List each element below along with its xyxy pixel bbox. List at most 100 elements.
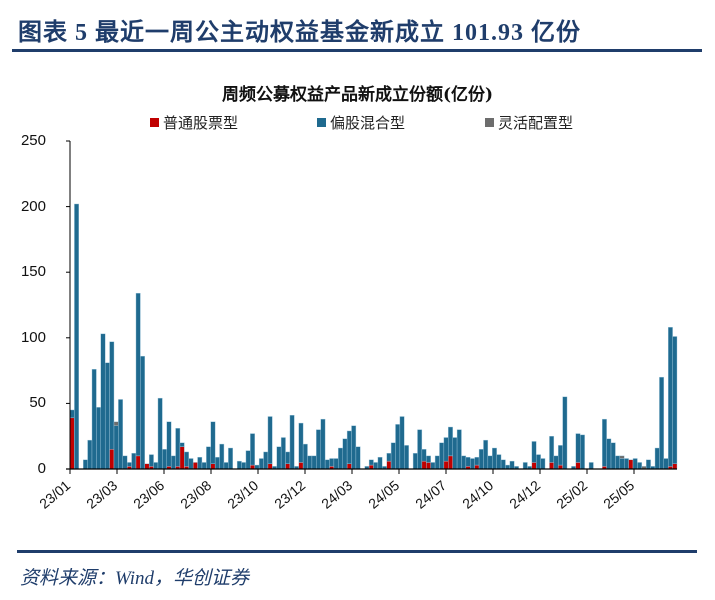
footer-divider bbox=[17, 550, 697, 553]
bar-segment-stock bbox=[531, 462, 537, 470]
bar-segment-mixed bbox=[298, 422, 304, 463]
bar-segment-mixed bbox=[531, 441, 537, 463]
bar-segment-mixed bbox=[188, 458, 194, 470]
bar-segment-mixed bbox=[285, 451, 291, 464]
bar-segment-mixed bbox=[562, 396, 568, 470]
bar-segment-mixed bbox=[575, 433, 581, 463]
bar-segment-stock bbox=[267, 463, 273, 470]
bar-segment-mixed bbox=[342, 438, 348, 470]
bar-segment-mixed bbox=[351, 425, 357, 470]
bar-segment-mixed bbox=[338, 447, 343, 470]
bar-segment-mixed bbox=[426, 455, 431, 463]
bar-segment-mixed bbox=[197, 456, 203, 470]
bar-segment-mixed bbox=[368, 459, 374, 466]
bar-segment-mixed bbox=[346, 430, 352, 464]
bar-segment-mixed bbox=[606, 438, 612, 470]
bar-segment-mixed bbox=[553, 455, 559, 470]
bar-segment-mixed bbox=[131, 453, 137, 470]
bar-segment-mixed bbox=[280, 437, 286, 470]
bar-segment-stock bbox=[144, 463, 150, 470]
bar-segment-mixed bbox=[157, 397, 163, 470]
bar-segment-mixed bbox=[263, 451, 269, 470]
legend-label-stock: 普通股票型 bbox=[163, 114, 239, 132]
bar-segment-mixed bbox=[140, 355, 145, 470]
bar-segment-stock bbox=[426, 462, 431, 470]
bar-segment-mixed bbox=[659, 376, 665, 470]
bar-segment-mixed bbox=[355, 446, 361, 470]
bar-segment-mixed bbox=[333, 458, 339, 470]
figure-title: 图表 5 最近一周公主动权益基金新成立 101.93 亿份 bbox=[18, 20, 581, 46]
bar-segment-mixed bbox=[91, 369, 97, 470]
bar-segment-mixed bbox=[412, 453, 418, 470]
bar-segment-mixed bbox=[663, 458, 669, 470]
legend-swatch-stock-icon bbox=[150, 118, 159, 127]
chart-title: 周频公募权益产品新成立份额(亿份) bbox=[221, 85, 494, 105]
bar-segment-mixed bbox=[74, 203, 80, 470]
bar-segment-mixed bbox=[386, 453, 392, 462]
bar-segment-mixed bbox=[478, 449, 484, 470]
bar-segment-mixed bbox=[540, 458, 546, 470]
bar-segment-mixed bbox=[624, 458, 629, 470]
bar-segment-stock bbox=[69, 417, 75, 470]
y-tick-label: 0 bbox=[37, 460, 46, 477]
bar-segment-mixed bbox=[184, 451, 189, 467]
bar-segment-mixed bbox=[580, 434, 585, 470]
bar-segment-stock bbox=[386, 460, 392, 470]
bar-segment-mixed bbox=[302, 443, 308, 470]
source-note: 资料来源：Wind，华创证券 bbox=[20, 568, 250, 589]
legend-item-flexible: 灵活配置型 bbox=[485, 112, 573, 133]
bar-segment-flexible bbox=[619, 455, 625, 459]
bar-segment-mixed bbox=[245, 450, 251, 470]
bar-segment-mixed bbox=[536, 454, 541, 470]
bar-segment-stock bbox=[575, 462, 581, 470]
bar-segment-mixed bbox=[430, 462, 436, 470]
bar-segment-mixed bbox=[558, 445, 563, 466]
bar-segment-mixed bbox=[104, 362, 110, 470]
bar-segment-mixed bbox=[267, 416, 273, 464]
bar-segment-mixed bbox=[637, 462, 643, 470]
bar-segment-mixed bbox=[214, 456, 220, 470]
bar-segment-mixed bbox=[509, 460, 515, 470]
bar-segment-mixed bbox=[522, 462, 528, 470]
bar-segment-stock bbox=[672, 463, 678, 470]
bar-segment-mixed bbox=[153, 462, 159, 470]
bar-segment-mixed bbox=[135, 292, 141, 457]
bar-segment-mixed bbox=[175, 428, 181, 467]
bar-segment-mixed bbox=[434, 455, 440, 470]
bar-segment-mixed bbox=[87, 439, 93, 470]
bar-segment-mixed bbox=[201, 462, 207, 470]
bar-segment-mixed bbox=[179, 442, 185, 447]
bar-segment-mixed bbox=[228, 447, 233, 470]
bar-segment-mixed bbox=[632, 458, 638, 470]
bar-segment-stock bbox=[210, 463, 216, 470]
bar-segment-stock bbox=[109, 449, 115, 470]
bar-segment-mixed bbox=[421, 449, 427, 462]
bar-segment-mixed bbox=[390, 442, 396, 470]
bar-segment-mixed bbox=[492, 447, 497, 470]
bar-segment-mixed bbox=[672, 336, 678, 464]
bar-segment-mixed bbox=[549, 436, 555, 463]
bar-segment-stock bbox=[192, 462, 198, 470]
bar-segment-mixed bbox=[668, 327, 673, 467]
bar-segment-mixed bbox=[162, 449, 167, 470]
bar-segment-mixed bbox=[496, 454, 502, 470]
bar-segment-mixed bbox=[276, 446, 282, 470]
bar-segment-mixed bbox=[170, 455, 176, 470]
bar-segment-stock bbox=[443, 460, 449, 470]
bar-segment-mixed bbox=[100, 333, 106, 470]
bar-segment-mixed bbox=[113, 425, 119, 470]
bar-segment-mixed bbox=[461, 455, 467, 470]
bar-segment-stock bbox=[298, 462, 304, 470]
y-tick-label: 150 bbox=[20, 263, 46, 281]
legend-swatch-flexible-icon bbox=[485, 118, 494, 127]
bar-segment-mixed bbox=[615, 455, 621, 470]
bar-segment-stock bbox=[549, 462, 555, 470]
bar-segment-mixed bbox=[619, 458, 625, 470]
bar-segment-mixed bbox=[474, 456, 480, 466]
bar-segment-mixed bbox=[210, 421, 216, 464]
bar-segment-flexible bbox=[113, 421, 119, 426]
bar-segment-mixed bbox=[443, 437, 449, 462]
y-tick-label: 250 bbox=[20, 132, 46, 149]
y-tick-label: 50 bbox=[29, 394, 46, 412]
y-tick-label: 200 bbox=[20, 197, 46, 215]
